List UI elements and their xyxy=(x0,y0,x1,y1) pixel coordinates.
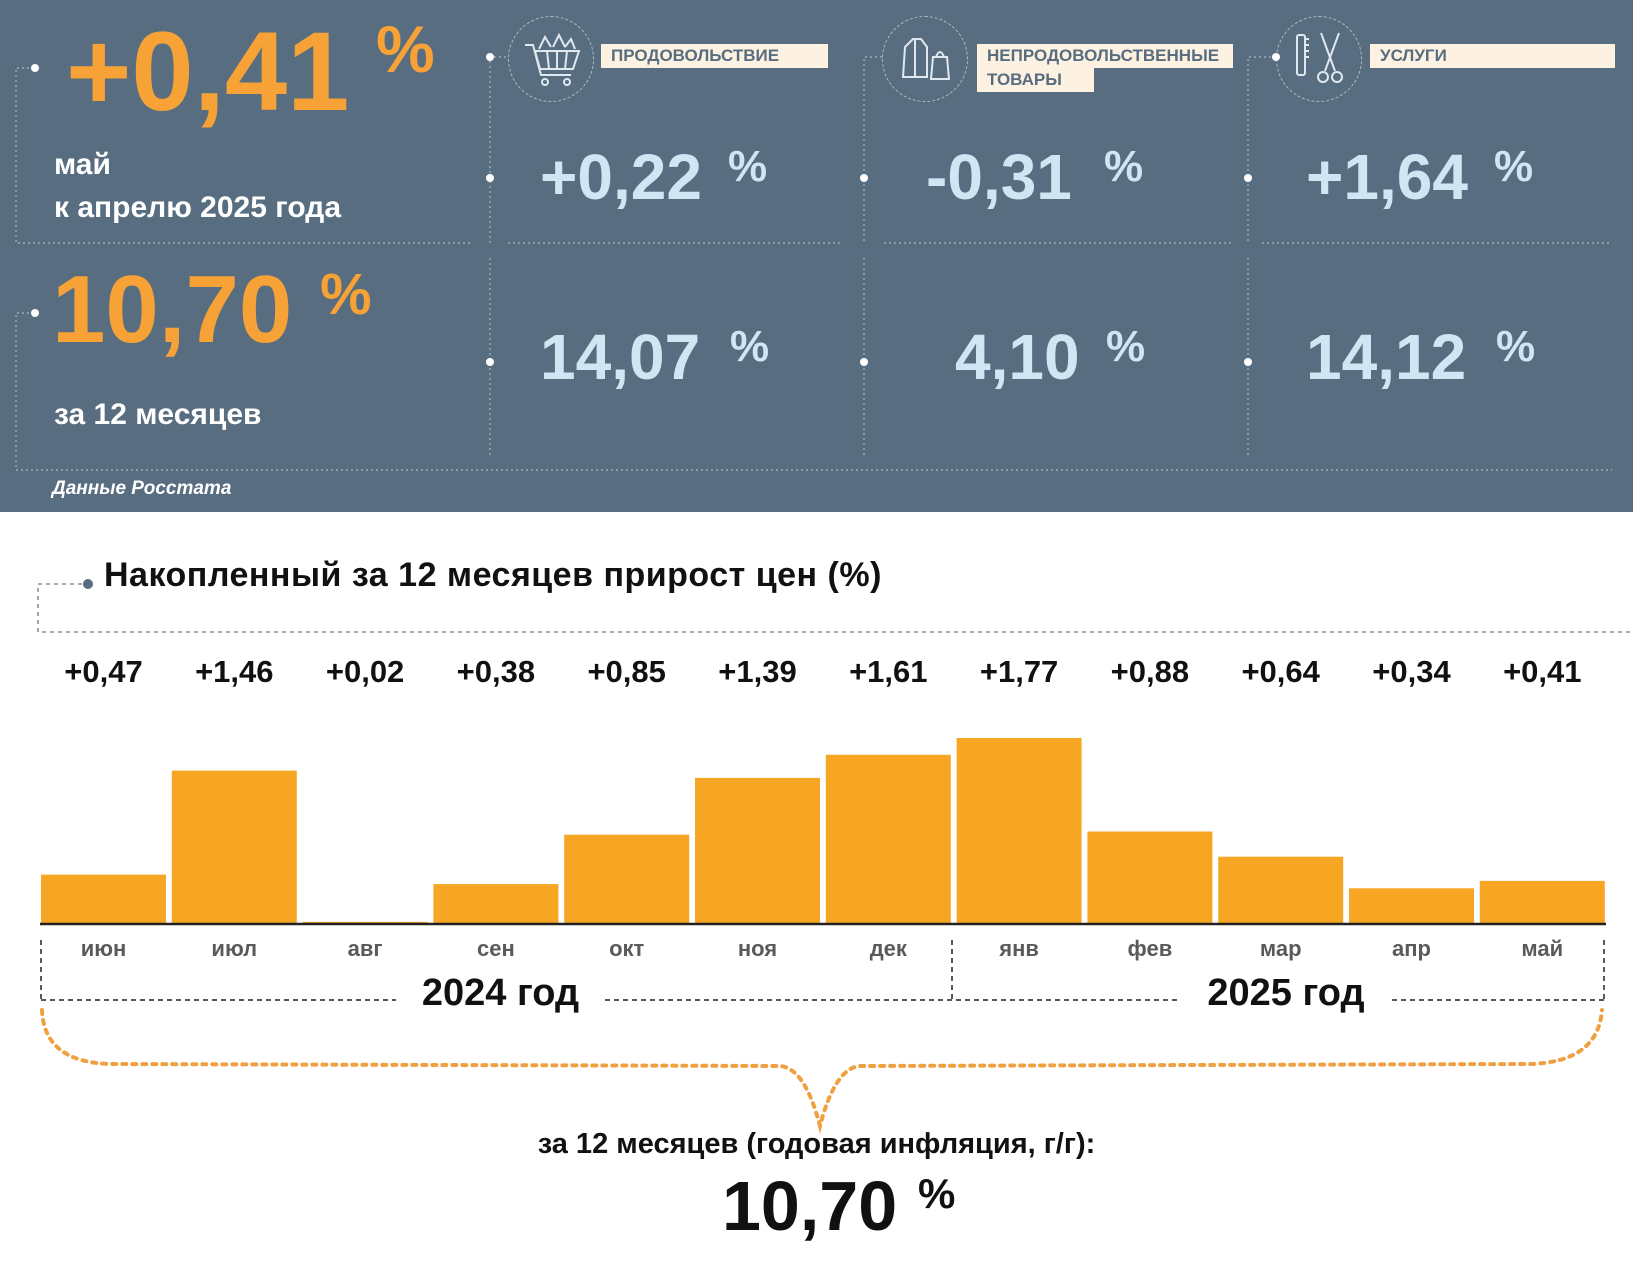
bullet-dot xyxy=(860,358,868,366)
bar-сен xyxy=(433,884,559,924)
nonfood-annual-value: 4,10 xyxy=(955,321,1080,393)
bullet-dot xyxy=(1244,358,1252,366)
chart-title-frame xyxy=(37,579,1633,633)
bar-янв xyxy=(956,738,1082,924)
food-annual-percent: % xyxy=(730,322,770,371)
bar-value-label: +0,88 xyxy=(1110,654,1190,689)
food-monthly-value: +0,22 xyxy=(540,141,702,213)
month-tick-label: фев xyxy=(1127,936,1173,961)
month-tick-label: дек xyxy=(869,936,907,961)
month-tick-label: авг xyxy=(347,936,383,961)
summary-percent: % xyxy=(918,1170,956,1217)
food-monthly-percent: % xyxy=(728,142,768,191)
bar-май xyxy=(1479,880,1605,924)
scissors-comb-icon xyxy=(1276,16,1362,102)
bar-окт xyxy=(564,834,690,924)
bar-июл xyxy=(171,770,297,924)
bullet-dot xyxy=(486,174,494,182)
bar-дек xyxy=(825,754,951,924)
bar-июн xyxy=(41,874,166,924)
monthly-caption-period: к апрелю 2025 года xyxy=(54,191,342,224)
data-source: Данные Росстата xyxy=(52,478,232,499)
clothing-icon xyxy=(882,16,968,102)
bullet-dot xyxy=(486,53,494,61)
services-monthly-value: +1,64 xyxy=(1306,141,1468,213)
month-tick-label: июн xyxy=(80,936,127,961)
bar-value-label: +0,41 xyxy=(1503,654,1582,689)
category-label-nonfood-line2: ТОВАРЫ xyxy=(977,68,1094,92)
month-tick-label: сен xyxy=(477,936,515,961)
annual-caption: за 12 месяцев xyxy=(54,398,262,431)
nonfood-monthly-percent: % xyxy=(1104,142,1144,191)
bullet-dot xyxy=(31,64,39,72)
summary-caption: за 12 месяцев (годовая инфляция, г/г): xyxy=(537,1128,1096,1160)
bar-апр xyxy=(1349,888,1474,924)
bar-value-label: +0,02 xyxy=(325,654,405,689)
nonfood-monthly-value: -0,31 xyxy=(926,141,1072,213)
bar-value-label: +1,61 xyxy=(849,654,928,689)
bullet-dot xyxy=(31,309,39,317)
nonfood-annual-percent: % xyxy=(1106,322,1146,371)
annual-brace xyxy=(40,1008,1604,1134)
month-tick-label: янв xyxy=(999,936,1039,961)
bar-value-label: +0,38 xyxy=(456,654,536,689)
summary-panel: +0,41 % май к апрелю 2025 года 10,70 % з… xyxy=(0,0,1633,512)
bullet-dot xyxy=(1272,53,1280,61)
bullet-dot xyxy=(1244,174,1252,182)
shopping-cart-icon xyxy=(508,16,594,102)
bar-value-label: +1,77 xyxy=(979,654,1059,689)
category-label-food: ПРОДОВОЛЬСТВИЕ xyxy=(601,44,828,68)
summary-value: 10,70 xyxy=(722,1167,898,1245)
chart-title: Накопленный за 12 месяцев прирост цен (%… xyxy=(104,556,882,594)
services-monthly-percent: % xyxy=(1494,142,1534,191)
bar-value-label: +0,64 xyxy=(1241,654,1320,689)
services-annual-value: 14,12 xyxy=(1306,321,1467,393)
monthly-total-value: +0,41 xyxy=(66,9,350,134)
year-label-2025: 2025 год xyxy=(1207,972,1365,1014)
category-label-services: УСЛУГИ xyxy=(1370,44,1615,68)
bar-ноя xyxy=(695,777,820,924)
bar-value-label: +0,85 xyxy=(587,654,666,689)
bar-value-label: +0,47 xyxy=(64,654,143,689)
year-label-2024: 2024 год xyxy=(421,972,580,1014)
annual-total-percent: % xyxy=(320,262,372,327)
bar-value-label: +1,39 xyxy=(718,654,797,689)
monthly-total-percent: % xyxy=(376,12,435,86)
month-tick-label: окт xyxy=(609,936,645,961)
bar-фев xyxy=(1087,831,1213,924)
monthly-caption-month: май xyxy=(54,148,111,181)
bullet-dot xyxy=(860,174,868,182)
food-annual-value: 14,07 xyxy=(540,321,701,393)
month-tick-label: ноя xyxy=(737,936,778,961)
month-tick-label: июл xyxy=(211,936,258,961)
category-label-nonfood: НЕПРОДОВОЛЬСТВЕННЫЕ xyxy=(977,44,1233,68)
bar-value-label: +1,46 xyxy=(195,654,274,689)
month-tick-label: апр xyxy=(1392,936,1431,961)
services-annual-percent: % xyxy=(1496,322,1536,371)
month-tick-label: мар xyxy=(1259,936,1302,961)
bullet-dot xyxy=(486,358,494,366)
bar-value-label: +0,34 xyxy=(1372,654,1451,689)
month-tick-label: май xyxy=(1521,936,1564,961)
bar-мар xyxy=(1218,856,1344,924)
annual-total-value: 10,70 xyxy=(52,256,293,363)
